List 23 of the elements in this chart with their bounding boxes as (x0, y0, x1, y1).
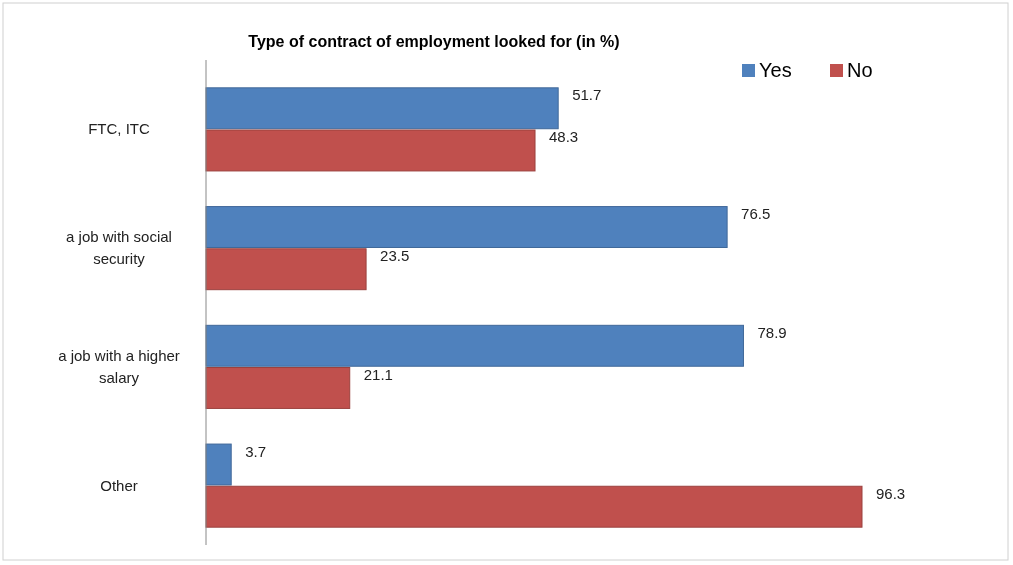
data-label: 23.5 (380, 247, 410, 265)
bar (205, 248, 367, 291)
legend-label: Yes (759, 59, 792, 81)
y-tick-label: a job with a higher salary (58, 346, 180, 386)
data-label: 76.5 (741, 205, 771, 223)
y-tick-label: FTC, ITC (88, 120, 150, 138)
data-label: 48.3 (549, 128, 579, 146)
data-label: 96.3 (876, 484, 906, 502)
bar (205, 129, 536, 172)
chart-title: Type of contract of employment looked for (in %) (248, 33, 620, 50)
data-label: 3.7 (245, 442, 267, 460)
legend-label: No (847, 59, 873, 81)
data-label: 51.7 (572, 86, 602, 104)
bar (205, 485, 863, 528)
data-label: 21.1 (363, 365, 393, 383)
bar (205, 367, 351, 409)
bar (205, 87, 559, 130)
bar (205, 443, 232, 486)
bar (205, 324, 744, 367)
y-tick-label: a job with social security (66, 228, 172, 268)
bar (205, 206, 728, 248)
data-label: 78.9 (757, 323, 787, 341)
y-tick-label: Other (100, 476, 138, 494)
